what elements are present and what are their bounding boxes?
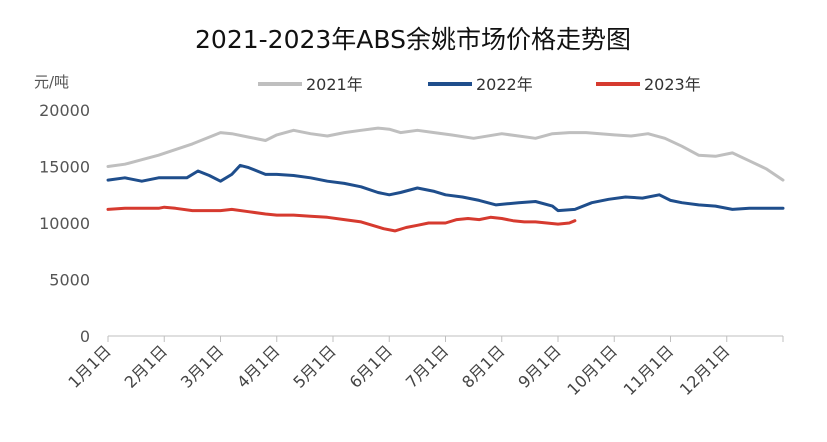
x-tick-label: 8月1日 <box>458 341 508 391</box>
x-tick-label: 1月1日 <box>64 341 114 391</box>
x-tick-label: 2月1日 <box>121 341 171 391</box>
x-tick-label: 7月1日 <box>402 341 452 391</box>
x-tick-label: 12月1日 <box>676 341 734 399</box>
x-tick-label: 6月1日 <box>346 341 396 391</box>
chart-title: 2021-2023年ABS余姚市场价格走势图 <box>195 25 631 54</box>
series-line-2022年 <box>106 163 785 213</box>
x-tick-label: 5月1日 <box>289 341 339 391</box>
y-tick-label: 5000 <box>49 271 90 290</box>
x-tick-label: 9月1日 <box>514 341 564 391</box>
legend-label: 2023年 <box>644 75 701 94</box>
y-tick-label: 15000 <box>39 158 90 177</box>
legend-label: 2022年 <box>476 75 533 94</box>
x-tick-label: 10月1日 <box>563 341 621 399</box>
y-tick-label: 20000 <box>39 101 90 120</box>
y-axis-unit-label: 元/吨 <box>34 73 69 91</box>
series-line-2021年 <box>106 126 785 182</box>
series-line-2023年 <box>106 205 577 233</box>
plot-area <box>106 126 785 233</box>
legend-label: 2021年 <box>306 75 363 94</box>
legend: 2021年 2022年 2023年 <box>258 75 701 94</box>
x-tick-label: 11月1日 <box>620 341 678 399</box>
x-axis-ticks: 1月1日 2月1日 3月1日 4月1日 5月1日 6月1日 7月1日 8月1日 9月1日10月1… <box>64 336 784 399</box>
x-tick-label: 4月1日 <box>233 341 283 391</box>
y-tick-label: 0 <box>80 327 90 346</box>
y-tick-label: 10000 <box>39 214 90 233</box>
y-axis-ticks: 0 5000 10000 15000 20000 <box>39 101 90 346</box>
x-tick-label: 3月1日 <box>177 341 227 391</box>
